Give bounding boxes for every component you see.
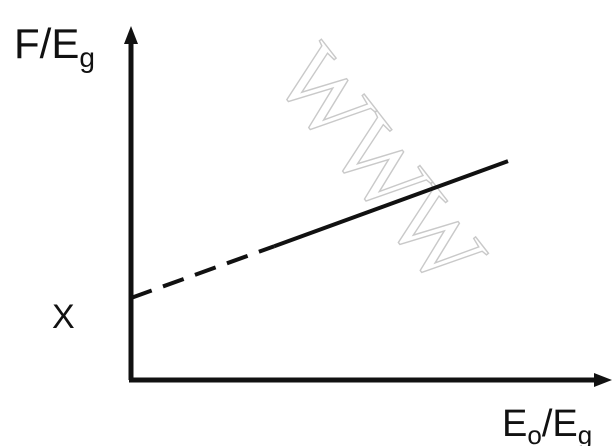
y-axis-arrowhead xyxy=(124,26,138,44)
y-intercept-label: X xyxy=(52,298,75,336)
series-layer xyxy=(130,159,509,300)
x-axis-label: Eo/Eg xyxy=(502,403,592,446)
x-axis-arrowhead xyxy=(594,373,612,387)
series-line-dashed-extrapolation xyxy=(130,244,275,300)
watermark: WWW xyxy=(255,25,507,305)
y-axis-label: F/Eg xyxy=(14,20,95,73)
series-line-solid xyxy=(273,159,509,249)
